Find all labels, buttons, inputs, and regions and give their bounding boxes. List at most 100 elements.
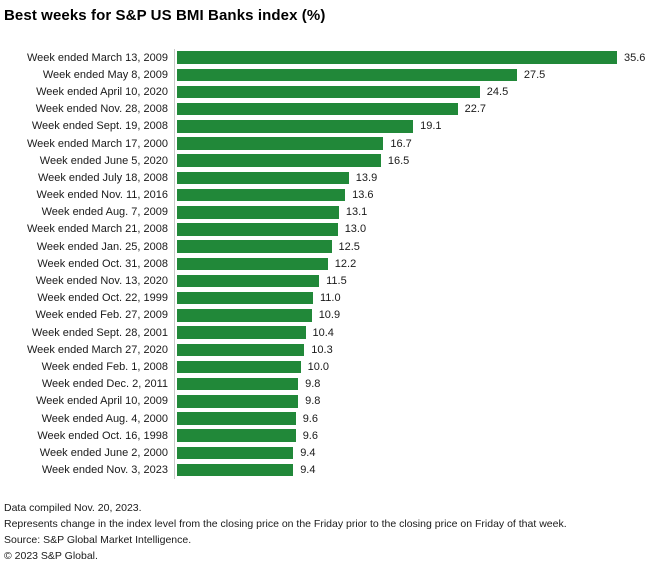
- bar-track: 9.6: [174, 427, 660, 445]
- bar-track: 11.0: [174, 289, 660, 307]
- category-label: Week ended Oct. 16, 1998: [37, 429, 168, 442]
- value-label: 9.6: [302, 412, 318, 425]
- chart-footnotes: Data compiled Nov. 20, 2023. Represents c…: [4, 500, 656, 564]
- bar-track: 9.4: [174, 461, 660, 479]
- category-label: Week ended March 13, 2009: [26, 51, 168, 64]
- bar-row: Week ended Aug. 4, 2000 9.6: [0, 409, 660, 428]
- footnote-line: Represents change in the index level fro…: [4, 518, 567, 530]
- bar: [177, 377, 299, 391]
- bar-track: 13.9: [174, 169, 660, 187]
- value-label: 13.1: [345, 206, 368, 219]
- value-label: 9.4: [300, 446, 316, 459]
- bar: [177, 343, 305, 357]
- bar: [177, 257, 328, 271]
- bar-track: 24.5: [174, 83, 660, 101]
- category-label: Week ended Sept. 28, 2001: [31, 326, 168, 339]
- chart-title: Best weeks for S&P US BMI Banks index (%…: [4, 7, 326, 24]
- value-label: 10.9: [318, 309, 341, 322]
- value-label: 22.7: [464, 103, 487, 116]
- bar-track: 13.0: [174, 220, 660, 239]
- bar-row: Week ended May 8, 2009 27.5: [0, 66, 660, 84]
- bar: [177, 102, 458, 116]
- category-label: Week ended March 21, 2008: [26, 223, 168, 236]
- bar-track: 12.2: [174, 255, 660, 273]
- bar-track: 19.1: [174, 117, 660, 135]
- value-label: 13.6: [352, 189, 374, 202]
- category-label: Week ended March 27, 2020: [26, 343, 168, 356]
- bar: [177, 395, 299, 408]
- value-label: 10.0: [307, 360, 330, 373]
- value-label: 9.8: [305, 395, 321, 408]
- bar-row: Week ended March 17, 2000 16.7: [0, 134, 660, 153]
- bar-chart: Week ended March 13, 2009 35.6 Week ended …: [0, 49, 660, 479]
- bar-row: Week ended March 21, 2008 13.0: [0, 220, 660, 239]
- bar-track: 16.7: [174, 134, 660, 153]
- category-label: Week ended Oct. 22, 1999: [37, 292, 168, 305]
- bar-track: 10.9: [174, 306, 660, 324]
- bar: [177, 429, 296, 442]
- category-label: Week ended Nov. 13, 2020: [35, 275, 168, 288]
- value-label: 27.5: [523, 68, 546, 81]
- bar: [177, 326, 306, 339]
- bar-track: 9.8: [174, 392, 660, 410]
- value-label: 9.8: [305, 378, 321, 391]
- bar-track: 16.5: [174, 152, 660, 170]
- category-label: Week ended April 10, 2009: [36, 395, 168, 408]
- bar: [177, 137, 384, 150]
- bar-row: Week ended Aug. 7, 2009 13.1: [0, 203, 660, 221]
- bar: [177, 446, 294, 460]
- bar-track: 13.1: [174, 203, 660, 221]
- bar-track: 13.6: [174, 186, 660, 204]
- bar-row: Week ended Oct. 16, 1998 9.6: [0, 427, 660, 445]
- category-label: Week ended Nov. 3, 2023: [41, 464, 168, 477]
- bar-row: Week ended March 13, 2009 35.6: [0, 49, 660, 67]
- bar: [177, 120, 414, 133]
- category-label: Week ended Oct. 31, 2008: [37, 257, 168, 270]
- bar: [177, 463, 294, 477]
- bar-row: Week ended Feb. 27, 2009 10.9: [0, 306, 660, 324]
- value-label: 16.7: [390, 137, 412, 150]
- bar: [177, 360, 301, 374]
- value-label: 10.4: [312, 326, 334, 339]
- bar: [177, 309, 312, 322]
- value-label: 10.3: [311, 343, 333, 356]
- category-label: Week ended Aug. 7, 2009: [41, 206, 168, 219]
- value-label: 12.5: [338, 240, 360, 253]
- bar-row: Week ended April 10, 2020 24.5: [0, 83, 660, 101]
- bar-row: Week ended Nov. 3, 2023 9.4: [0, 461, 660, 479]
- bar-row: Week ended Nov. 11, 2016 13.6: [0, 186, 660, 204]
- bar: [177, 188, 346, 202]
- bar: [177, 206, 339, 219]
- category-label: Week ended Feb. 27, 2009: [35, 309, 168, 322]
- bar-row: Week ended June 2, 2000 9.4: [0, 444, 660, 462]
- category-label: Week ended Jan. 25, 2008: [36, 240, 168, 253]
- bar-row: Week ended Sept. 19, 2008 19.1: [0, 117, 660, 135]
- footnote-line: © 2023 S&P Global.: [4, 550, 98, 562]
- bar: [177, 240, 332, 253]
- value-label: 24.5: [486, 85, 509, 98]
- footnote-line: Data compiled Nov. 20, 2023.: [4, 502, 142, 514]
- value-label: 13.0: [344, 223, 367, 236]
- bar-track: 22.7: [174, 100, 660, 118]
- bar-row: Week ended Nov. 13, 2020 11.5: [0, 272, 660, 290]
- bar-track: 27.5: [174, 66, 660, 84]
- bar-row: Week ended Oct. 31, 2008 12.2: [0, 255, 660, 273]
- category-label: Week ended Feb. 1, 2008: [41, 360, 168, 373]
- value-label: 19.1: [420, 120, 442, 133]
- value-label: 16.5: [387, 154, 410, 167]
- category-label: Week ended March 17, 2000: [26, 137, 168, 150]
- value-label: 9.4: [300, 464, 316, 477]
- bar: [177, 154, 381, 167]
- bar-row: Week ended Feb. 1, 2008 10.0: [0, 358, 660, 376]
- bar: [177, 223, 338, 236]
- value-label: 11.0: [320, 292, 341, 305]
- bar-track: 12.5: [174, 238, 660, 256]
- bar-track: 11.5: [174, 272, 660, 290]
- value-label: 13.9: [355, 171, 378, 184]
- bar-track: 9.4: [174, 444, 660, 462]
- bar: [177, 274, 320, 288]
- category-label: Week ended Nov. 11, 2016: [36, 189, 168, 202]
- bar: [177, 291, 313, 305]
- bar-track: 9.8: [174, 375, 660, 393]
